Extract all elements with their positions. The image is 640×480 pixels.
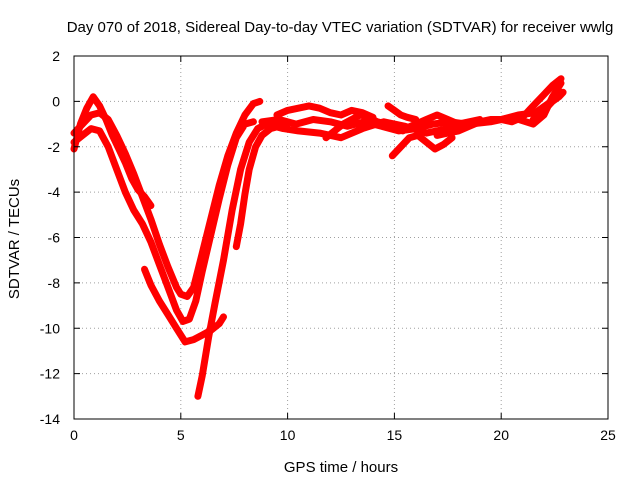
y-tick-label: -4 (48, 184, 61, 200)
series-line-track-10 (322, 111, 407, 142)
series-line-track-8 (258, 88, 565, 135)
series-line-track-12 (384, 102, 420, 123)
series-line-track-15 (529, 88, 567, 123)
y-tick-label: -6 (48, 230, 61, 246)
y-tick-label: -2 (48, 139, 61, 155)
x-tick-label: 0 (70, 427, 78, 443)
series-line-track-13 (401, 111, 484, 133)
series-line-track-6 (232, 122, 292, 251)
series-line-track-2 (70, 118, 257, 325)
data-series (70, 75, 567, 400)
y-tick-label: -8 (48, 275, 61, 291)
series-line-track-11 (388, 131, 456, 160)
x-tick-label: 20 (493, 427, 509, 443)
tick-labels: 0 5 10 15 20 25 -14 -12 -10 -8 -6 -4 -2 0 2 (40, 48, 616, 443)
series-line-track-3 (70, 93, 155, 210)
y-tick-label: -10 (40, 320, 60, 336)
x-axis-label: GPS time / hours (284, 459, 398, 476)
y-axis-label: SDTVAR / TECUs (6, 179, 23, 299)
x-tick-label: 10 (280, 427, 296, 443)
y-tick-label: -14 (40, 411, 60, 427)
chart-title: Day 070 of 2018, Sidereal Day-to-day VTE… (67, 19, 614, 36)
series-line-track-5 (194, 120, 292, 400)
y-tick-label: 0 (52, 93, 60, 109)
x-tick-label: 5 (177, 427, 185, 443)
x-tick-label: 15 (387, 427, 403, 443)
y-tick-label: -12 (40, 366, 60, 382)
x-tick-label: 25 (600, 427, 616, 443)
y-tick-label: 2 (52, 48, 60, 64)
axis-ticks (73, 55, 609, 420)
series-line-track-14 (433, 75, 565, 139)
series-line-track-7 (262, 79, 565, 142)
series-line-track-9 (273, 102, 377, 121)
